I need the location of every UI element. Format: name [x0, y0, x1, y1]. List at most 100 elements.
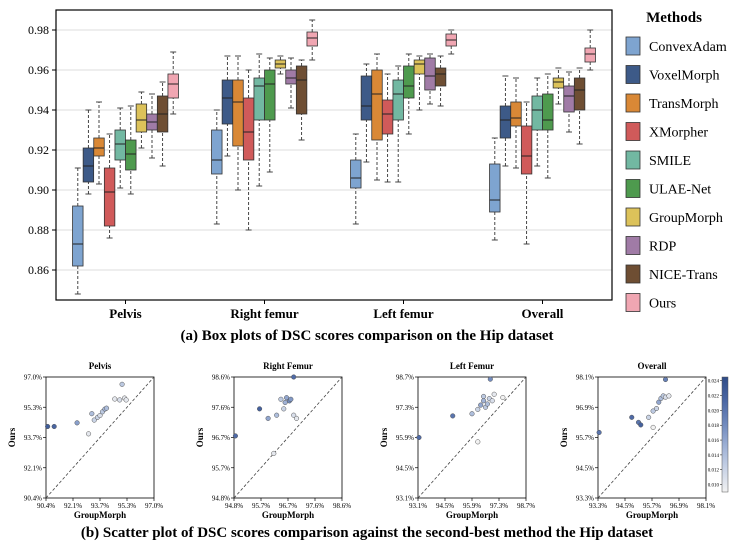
colorbar-tick-label: 0.024 [708, 380, 720, 385]
scatter-ylabel: Ours [559, 427, 569, 447]
y-tick-label: 93.3% [576, 495, 594, 503]
legend-swatch [625, 264, 641, 284]
scatter-point [51, 423, 57, 430]
colorbar-tick-label: 0.020 [708, 409, 720, 414]
scatter-xlabel: GroupMorph [262, 510, 314, 520]
box-body [93, 137, 105, 157]
legend-swatch [625, 236, 641, 255]
x-tick-label: Right femur [230, 306, 298, 321]
box-Ours-Overall [584, 29, 596, 71]
scatter-point [271, 450, 277, 456]
legend-item-GroupMorph: GroupMorph [625, 207, 723, 227]
y-tick-label: 95.3% [24, 404, 42, 412]
scatter-point [662, 376, 669, 383]
colorbar-tick-label: 0.016 [708, 439, 720, 444]
y-tick-label: 92.1% [24, 464, 42, 472]
y-tick-label: 0.98 [28, 23, 49, 37]
legend-label: SMILE [649, 154, 691, 169]
legend-label: ULAE-Net [649, 183, 711, 198]
y-tick-label: 0.96 [28, 63, 49, 77]
box-body [295, 65, 308, 115]
scatter-ylabel: Ours [7, 427, 17, 447]
y-tick-label: 93.7% [24, 434, 42, 442]
x-tick-label: 97.0% [145, 502, 163, 510]
box-body [114, 129, 126, 161]
legend-label: RDP [649, 240, 676, 255]
box-SMILE-Left femur [392, 65, 404, 183]
scatter-point [123, 397, 129, 403]
box-NICE-Trans-Pelvis [156, 81, 169, 167]
scatter-point [638, 422, 644, 428]
scatter-point [416, 434, 422, 441]
box-ULAE-Net-Left femur [403, 53, 415, 135]
box-body [584, 47, 596, 63]
box-VoxelMorph-Right femur [221, 55, 234, 157]
identity-line [597, 376, 707, 499]
y-tick-label: 94.8% [212, 495, 230, 503]
box-body [510, 101, 522, 127]
scatter-xlabel: GroupMorph [626, 510, 678, 520]
legend-item-SMILE: SMILE [625, 150, 691, 170]
box-Ours-Pelvis [167, 51, 179, 115]
x-tick-label: Overall [522, 306, 564, 321]
scatter-point [232, 433, 238, 439]
box-GroupMorph-Pelvis [135, 91, 148, 149]
scatter-point [282, 399, 288, 406]
box-body [552, 77, 565, 89]
box-body [413, 59, 426, 75]
identity-line [233, 376, 343, 499]
box-TransMorph-Overall [510, 77, 522, 169]
box-body [563, 85, 575, 113]
box-body [531, 95, 543, 131]
legend-label: VoxelMorph [649, 69, 720, 84]
y-tick-label: 94.5% [576, 464, 594, 472]
caption-a: (a) Box plots of DSC scores comparison o… [180, 328, 554, 344]
legend-swatch [625, 150, 641, 170]
scatter-title: Right Femur [263, 361, 313, 371]
scatter-point [475, 406, 481, 412]
x-tick-label: 94.8% [225, 502, 243, 510]
legend-item-XMorpher: XMorpher [625, 122, 708, 141]
identity-line [417, 376, 527, 499]
y-tick-label: 90.4% [24, 495, 42, 503]
y-tick-label: 0.88 [28, 223, 49, 237]
box-GroupMorph-Overall [552, 67, 565, 105]
x-tick-label: Pelvis [109, 306, 142, 321]
y-tick-label: 0.92 [28, 143, 49, 157]
legend-item-VoxelMorph: VoxelMorph [625, 65, 720, 84]
box-body [135, 103, 148, 133]
scatter-point [596, 429, 602, 436]
legend-item-NICE-Trans: NICE-Trans [625, 264, 718, 284]
box-body [72, 205, 84, 267]
x-tick-label: 95.9% [463, 502, 481, 510]
box-body [573, 77, 586, 111]
box-body [403, 65, 415, 99]
box-body [371, 69, 383, 141]
scatter-title: Pelvis [89, 361, 112, 371]
scatter-point [489, 398, 495, 404]
box-ConvexAdam-Overall [489, 137, 501, 241]
scatter-point [45, 423, 51, 430]
box-body [434, 67, 447, 87]
scatter-point [629, 414, 635, 420]
box-XMorpher-Right femur [242, 69, 255, 231]
box-body [264, 69, 276, 121]
box-body [350, 159, 362, 189]
x-tick-label: 95.7% [643, 502, 661, 510]
box-NICE-Trans-Right femur [295, 59, 308, 141]
box-body [103, 167, 116, 227]
x-tick-label: 96.9% [670, 502, 688, 510]
box-ConvexAdam-Left femur [350, 133, 362, 225]
box-body [125, 139, 137, 171]
scatter-point [281, 406, 287, 412]
scatter-point [487, 376, 493, 382]
x-tick-label: 98.6% [333, 502, 351, 510]
scatter-panel-Left Femur: 93.1% 94.5% 95.9% 97.3% 98.7% 93.1% 94.5% 95.9%… [379, 361, 535, 520]
y-tick-label: 96.9% [576, 404, 594, 412]
box-Ours-Left femur [445, 29, 457, 55]
legend-swatch [625, 207, 641, 227]
scatter-panel-Pelvis: 90.4% 92.1% 93.7% 95.3% 97.0% 90.4% 92.1% 93.7%… [7, 361, 163, 520]
scatter-point [103, 405, 110, 411]
scatter-point [484, 401, 490, 407]
scatter-panel-Overall: 93.3% 94.5% 95.7% 96.9% 98.1% 93.3% 94.5% 95.7%… [559, 361, 715, 520]
